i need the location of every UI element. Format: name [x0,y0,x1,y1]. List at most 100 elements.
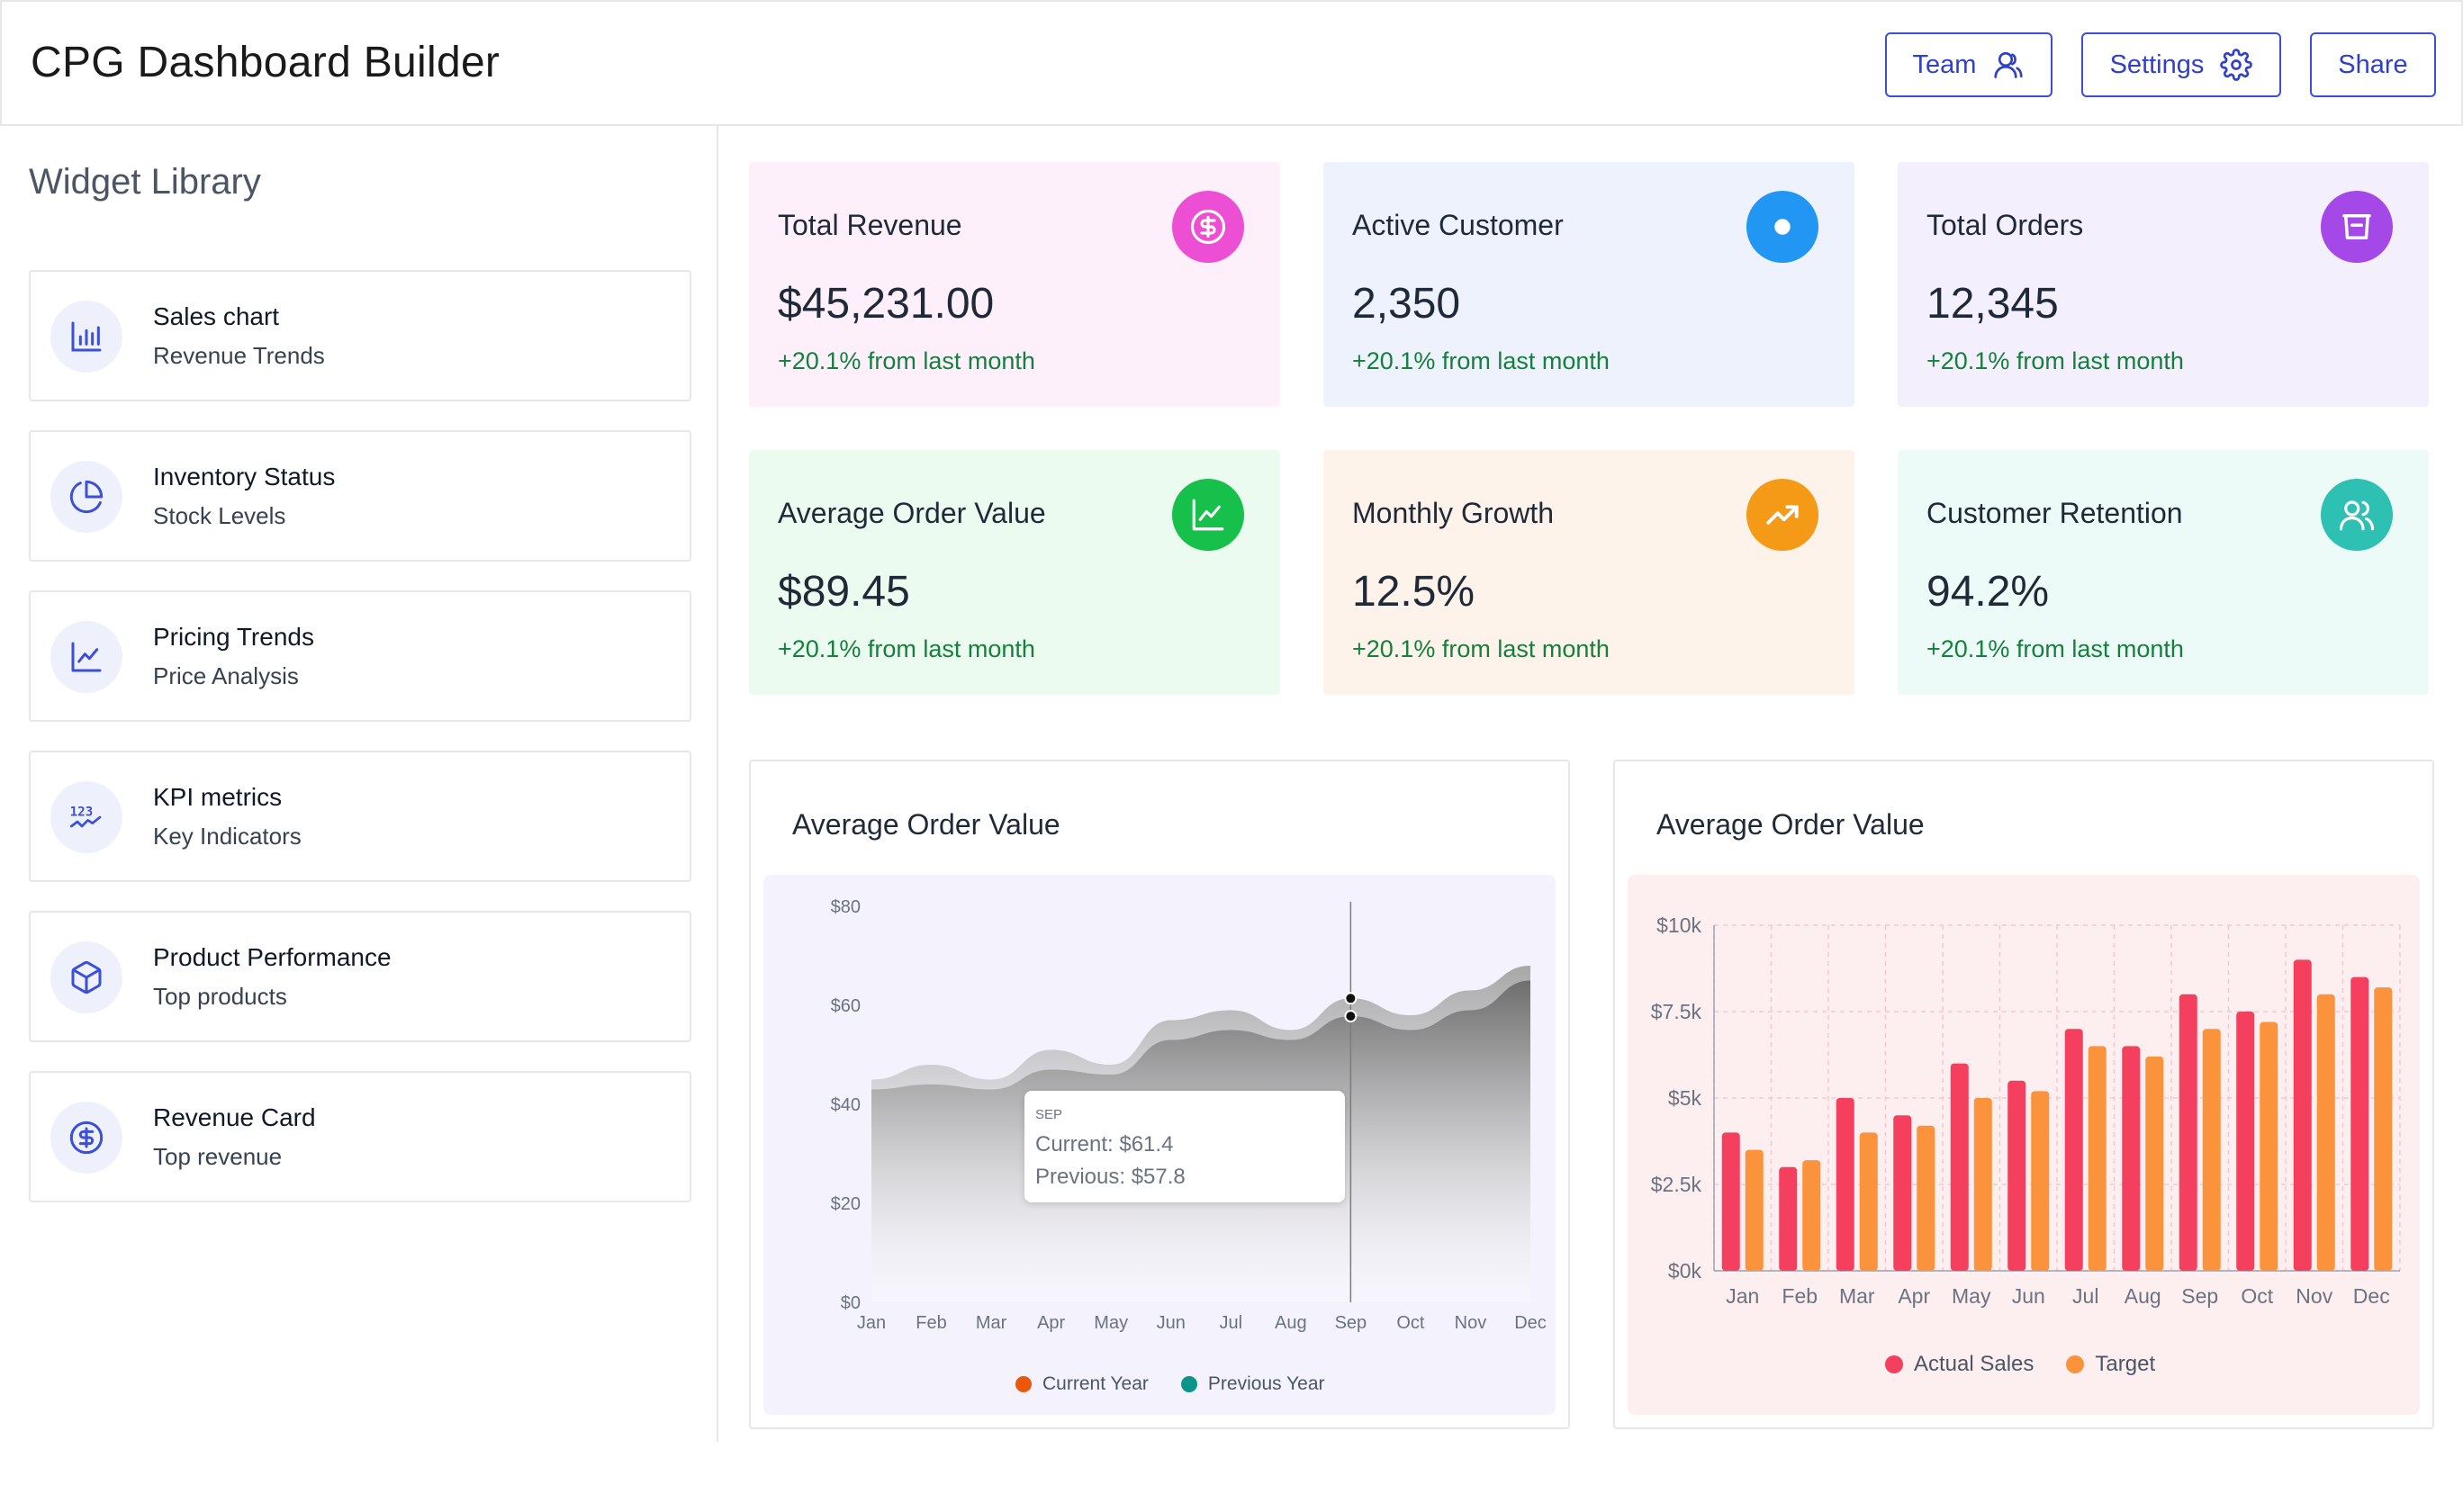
y-tick-label: $2.5k [1651,1173,1702,1196]
card-active-customer: Active Customer 2,350 +20.1% from last m… [1323,162,1854,407]
y-tick-label: $80 [831,897,861,917]
line-chart-icon [50,621,122,693]
y-tick-label: $0 [841,1293,861,1313]
app-title: CPG Dashboard Builder [31,39,501,86]
legend-label: Actual Sales [1914,1352,2034,1376]
dollar-icon [1172,191,1244,263]
x-tick-label: May [1094,1313,1128,1333]
card-title: Active Customer [1352,209,1564,241]
card-value: 2,350 [1352,280,1461,328]
share-button-label: Share [2338,50,2408,79]
card-title: Customer Retention [1926,497,2183,529]
y-tick-label: $5k [1668,1086,1702,1110]
area-chart-legend: Current Year Previous Year [1015,1373,1325,1395]
x-tick-label: Jan [857,1313,886,1333]
bar-chart-icon [50,301,122,373]
x-tick-label: Apr [1898,1284,1930,1308]
bar-target [2088,1046,2107,1271]
card-title: Average Order Value [778,497,1046,529]
legend-item-previous-year[interactable]: Previous Year [1180,1373,1325,1395]
card-title: Total Revenue [778,209,962,241]
basket-icon [2321,191,2393,263]
card-change: +20.1% from last month [778,635,1035,662]
dot-icon [1746,191,1818,263]
x-tick-label: Jul [1219,1313,1242,1333]
legend-label: Target [2095,1352,2156,1376]
share-button[interactable]: Share [2310,32,2436,97]
widget-product-performance[interactable]: Product Performance Top products [29,911,691,1042]
x-tick-label: Oct [1396,1313,1425,1333]
widget-sales-chart[interactable]: Sales chart Revenue Trends [29,270,691,401]
widget-library-title: Widget Library [29,162,261,202]
card-customer-retention: Customer Retention 94.2% +20.1% from las… [1898,450,2429,695]
x-tick-label: Nov [2296,1284,2332,1308]
bar-actual-sales [1779,1166,1798,1271]
x-tick-label: Jul [2072,1284,2098,1308]
bar-chart-plot[interactable]: $0k $2.5k $5k $7.5k $10k Jan Feb Mar Apr May Jun Ju… [1628,875,2420,1415]
card-value: $45,231.00 [778,280,995,328]
card-total-orders: Total Orders 12,345 +20.1% from last mon… [1898,162,2429,407]
card-value: 12,345 [1926,280,2059,328]
card-total-revenue: Total Revenue $45,231.00 +20.1% from las… [749,162,1280,407]
x-tick-label: Sep [2181,1284,2218,1308]
x-tick-label: Sep [1335,1313,1367,1333]
tooltip-month: SEP [1035,1107,1063,1122]
x-tick-label: May [1952,1284,1991,1308]
widget-inventory-status[interactable]: Inventory Status Stock Levels [29,430,691,562]
bar-target [2145,1056,2164,1271]
widget-subtitle: Key Indicators [153,823,302,850]
widget-title: Product Performance [153,943,392,971]
chart-tooltip: SEP Current: $61.4 Previous: $57.8 [1024,1091,1345,1202]
gear-icon [2220,49,2253,81]
bar-chart: $0k $2.5k $5k $7.5k $10k Jan Feb Mar Apr May Jun Ju… [1651,914,2401,1308]
app-header: CPG Dashboard Builder Team Settings Shar… [0,0,2463,126]
legend-item-actual-sales[interactable]: Actual Sales [1885,1352,2034,1377]
card-change: +20.1% from last month [1352,635,1610,662]
x-tick-label: Nov [1455,1313,1487,1333]
widget-subtitle: Top revenue [153,1143,283,1170]
widget-revenue-card[interactable]: Revenue Card Top revenue [29,1071,691,1202]
card-value: $89.45 [778,568,910,616]
widget-subtitle: Stock Levels [153,502,286,529]
bar-target [2031,1091,2050,1271]
bar-actual-sales [1950,1063,1969,1271]
legend-label: Previous Year [1207,1373,1325,1394]
tooltip-previous: Previous: $57.8 [1035,1165,1186,1189]
bar-chart-legend: Actual Sales Target [1885,1352,2155,1377]
y-tick-label: $7.5k [1651,1000,1702,1023]
legend-swatch [1180,1376,1197,1392]
legend-item-target[interactable]: Target [2066,1352,2155,1377]
x-tick-label: Aug [2125,1284,2161,1308]
bar-actual-sales [1721,1132,1740,1271]
widget-pricing-trends[interactable]: Pricing Trends Price Analysis [29,590,691,722]
bar-target [2374,987,2393,1271]
card-average-order-value: Average Order Value $89.45 +20.1% from l… [749,450,1280,695]
widget-kpi-metrics[interactable]: 123 KPI metrics Key Indicators [29,751,691,882]
x-tick-label: Mar [976,1313,1007,1333]
tooltip-current: Current: $61.4 [1035,1132,1174,1156]
x-tick-label: Feb [916,1313,946,1333]
bar-target [1859,1132,1878,1271]
x-tick-label: Dec [1514,1313,1547,1333]
card-change: +20.1% from last month [1926,635,2184,662]
settings-button-label: Settings [2109,50,2205,79]
bar-actual-sales [1836,1098,1854,1271]
bar-target [2316,994,2335,1271]
card-change: +20.1% from last month [1352,347,1610,374]
y-tick-label: $10k [1656,914,1701,937]
bar-actual-sales [2122,1046,2141,1271]
pie-chart-icon [50,461,122,533]
team-button[interactable]: Team [1885,32,2052,97]
legend-item-current-year[interactable]: Current Year [1015,1373,1149,1395]
bar-actual-sales [2236,1012,2255,1271]
bar-target [2260,1022,2278,1271]
x-tick-label: Jan [1726,1284,1759,1308]
bar-actual-sales [2350,976,2369,1271]
box-icon [50,941,122,1013]
svg-text:123: 123 [70,805,94,819]
x-tick-label: Oct [2241,1284,2273,1308]
widget-title: Inventory Status [153,463,336,490]
widget-subtitle: Revenue Trends [153,342,325,369]
sidebar-divider [717,126,718,1442]
settings-button[interactable]: Settings [2081,32,2281,97]
